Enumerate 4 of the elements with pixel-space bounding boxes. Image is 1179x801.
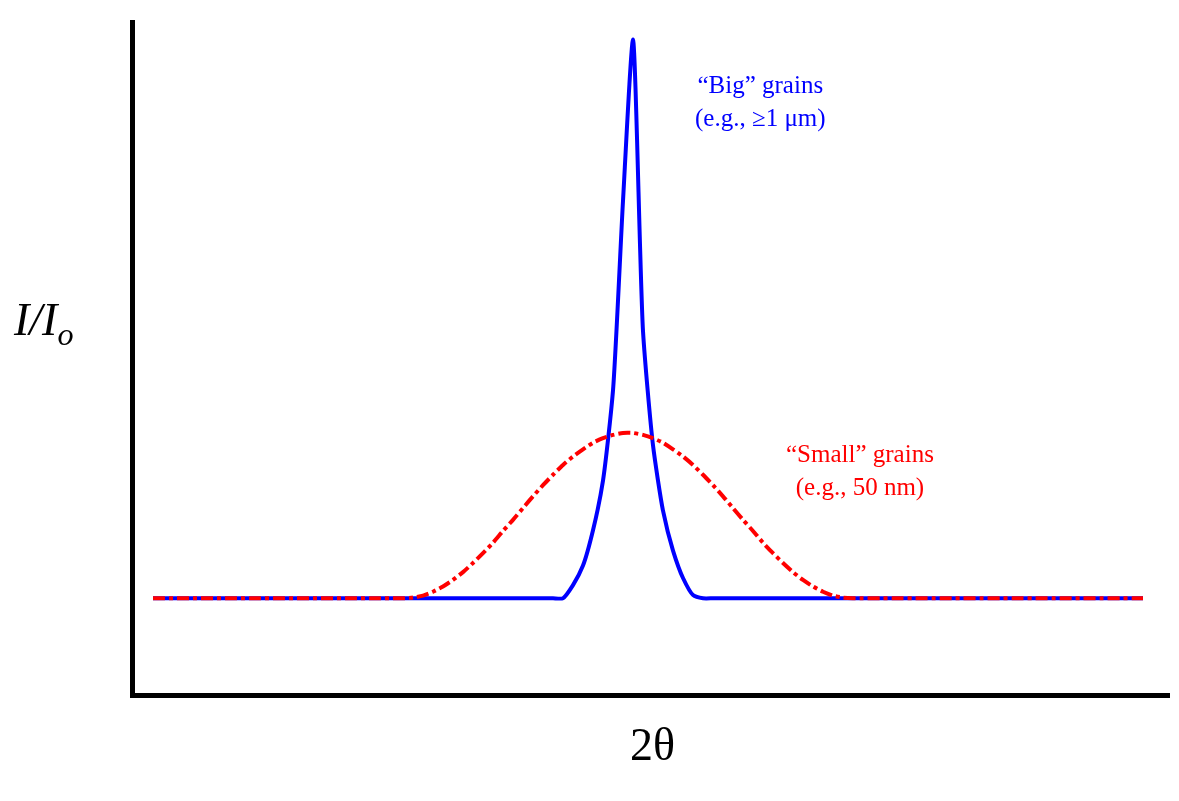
annotation: “Small” grains (e.g., 50 nm) bbox=[786, 440, 934, 501]
annotation: “Big” grains (e.g., ≥1 μm) bbox=[695, 71, 826, 132]
y-axis-title: I/I$_{o}$ bbox=[13, 294, 74, 352]
x-axis-title: 2θ bbox=[630, 719, 676, 770]
